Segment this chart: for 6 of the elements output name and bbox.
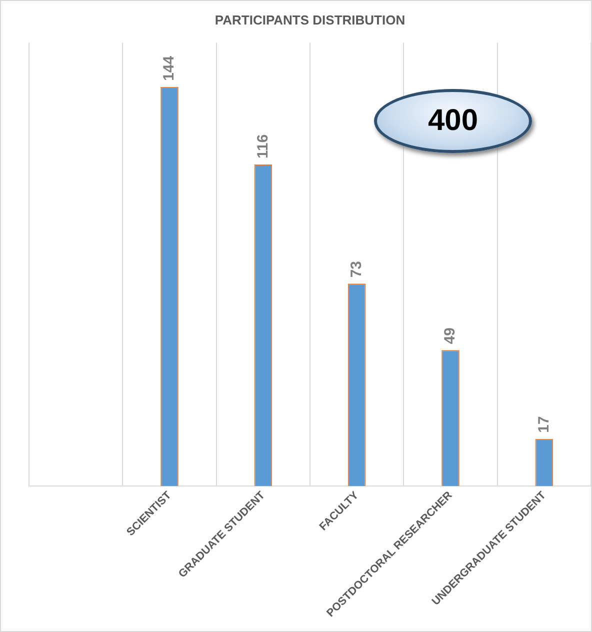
data-label: 73 — [348, 260, 365, 278]
data-label: 116 — [254, 134, 272, 159]
data-label: 17 — [535, 416, 552, 433]
data-label: 144 — [160, 55, 178, 81]
data-label: 49 — [442, 327, 459, 344]
chart-title: PARTICIPANTS DISTRIBUTION — [214, 12, 406, 28]
